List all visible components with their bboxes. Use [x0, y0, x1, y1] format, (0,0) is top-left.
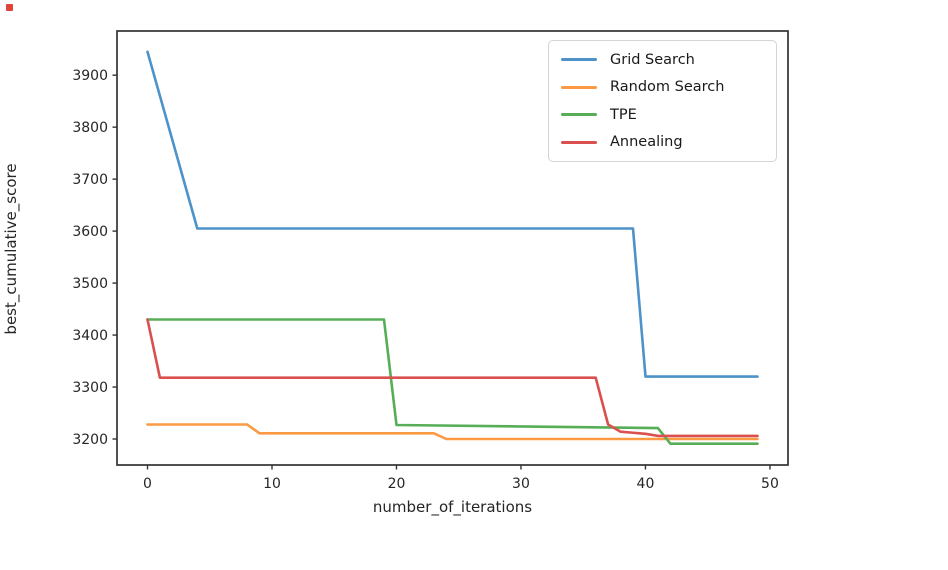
x-tick-label: 0 [143, 476, 152, 492]
annealing-line-swatch [561, 140, 597, 144]
legend-item-tpe: TPE [549, 102, 776, 128]
legend-item-annealing: Annealing [549, 129, 776, 155]
chart-legend: Grid Search Random Search TPE Annealing [548, 40, 777, 162]
series-line-random-search [146, 423, 759, 441]
x-tick-label: 10 [263, 476, 281, 492]
legend-item-random-search: Random Search [549, 74, 776, 100]
x-tick-label: 30 [512, 476, 530, 492]
grid-search-line-swatch [561, 58, 597, 62]
y-tick-label: 3500 [72, 276, 108, 292]
random-search-line-swatch [561, 85, 597, 89]
x-axis-label: number_of_iterations [372, 498, 533, 516]
corner-artifact-dot [6, 4, 13, 11]
legend-label: Random Search [610, 79, 725, 96]
plot-frame [116, 30, 789, 466]
y-tick-label: 3700 [72, 172, 108, 188]
y-tick-label: 3800 [72, 120, 108, 136]
y-tick-label: 3300 [72, 380, 108, 396]
series-line-annealing [146, 318, 759, 438]
y-tick-label: 3200 [72, 432, 108, 448]
series-line-grid-search [146, 50, 759, 378]
legend-item-grid-search: Grid Search [549, 47, 776, 73]
legend-label: Grid Search [610, 51, 695, 68]
tpe-line-swatch [561, 113, 597, 117]
y-tick-label: 3400 [72, 328, 108, 344]
x-tick-label: 40 [637, 476, 655, 492]
legend-label: TPE [610, 106, 637, 123]
x-tick-label: 20 [388, 476, 406, 492]
y-tick-label: 3900 [72, 68, 108, 84]
y-tick-label: 3600 [72, 224, 108, 240]
y-axis-label: best_cumulative_score [2, 163, 20, 335]
x-tick-label: 50 [761, 476, 779, 492]
legend-label: Annealing [610, 134, 683, 151]
series-line-tpe [146, 318, 759, 446]
